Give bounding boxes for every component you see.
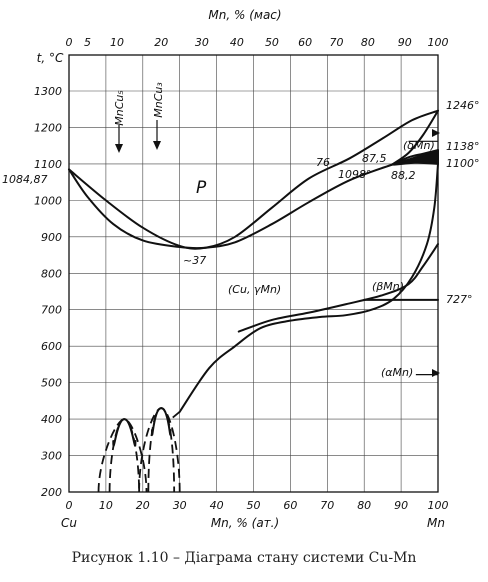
top-tick-label: 20 — [154, 36, 168, 49]
beta-mn-label: (βMn) — [372, 280, 404, 293]
top-tick-label: 5 — [84, 36, 91, 49]
delta-transition-label: 1138° — [446, 140, 480, 153]
bottom-axis-left-label: Cu — [61, 516, 77, 530]
alpha-mn-label: (αMn) — [381, 366, 413, 379]
top-axis-title: Mn, % (мас) — [208, 8, 281, 22]
bottom-tick-label: 40 — [210, 499, 224, 512]
delta-mn-label: (δMn) — [403, 139, 435, 152]
y-tick-label: 1100 — [34, 158, 62, 171]
mncu5-arrowhead-icon — [115, 144, 123, 153]
y-tick-label: 300 — [41, 450, 62, 463]
top-tick-label: 70 — [330, 36, 344, 49]
y-tick-label: 800 — [41, 267, 62, 280]
mncu3-dome-dashed-inner — [147, 407, 176, 493]
peritectic-temp-label: 1098° — [338, 168, 372, 181]
mncu3-arrowhead-icon — [153, 141, 161, 150]
gamma-dashed-tail — [168, 411, 181, 422]
alpha-arrowhead-icon — [432, 369, 440, 377]
eutectoid-727-label: 727° — [446, 293, 473, 306]
bottom-tick-label: 0 — [66, 499, 73, 512]
bottom-tick-label: 50 — [247, 499, 261, 512]
top-tick-label: 40 — [230, 36, 244, 49]
top-tick-label: 0 — [66, 36, 73, 49]
y-tick-label: 200 — [41, 486, 62, 499]
plot-frame — [68, 54, 439, 493]
bottom-tick-label: 70 — [320, 499, 334, 512]
y-tick-label: 1000 — [34, 194, 62, 207]
bottom-tick-label: 80 — [357, 499, 371, 512]
peritectic-band — [390, 149, 439, 166]
bottom-axis-title: Mn, % (ат.) — [211, 516, 279, 530]
mn-melting-label: 1246° — [446, 99, 480, 112]
top-tick-label: 50 — [265, 36, 279, 49]
mncu5-dome-dashed-inner — [108, 418, 141, 493]
y-axis-title: t, °C — [37, 51, 64, 65]
bottom-tick-label: 20 — [136, 499, 150, 512]
top-tick-label: 80 — [361, 36, 375, 49]
peritectic-882-label: 88,2 — [391, 169, 416, 182]
top-tick-label: 100 — [428, 36, 449, 49]
bottom-tick-label: 90 — [394, 499, 408, 512]
gamma-lower-boundary — [178, 162, 439, 413]
y-tick-label: 400 — [41, 413, 62, 426]
y-tick-label: 1300 — [34, 85, 62, 98]
y-axis-ticks: 200 300 400 500 600 700 800 900 1000 1100 1200 1300 — [34, 85, 62, 499]
bottom-axis-right-label: Mn — [427, 516, 445, 530]
delta-arrowhead-icon — [432, 129, 440, 137]
top-axis-ticks: 0 5 10 20 30 40 50 60 70 80 90 100 — [66, 36, 449, 49]
phase-p-label: P — [196, 178, 207, 198]
top-tick-label: 10 — [110, 36, 124, 49]
top-tick-label: 30 — [195, 36, 209, 49]
bottom-tick-label: 10 — [99, 499, 113, 512]
y-tick-label: 1200 — [34, 121, 62, 134]
y-tick-label: 700 — [41, 304, 62, 317]
phase-curves — [68, 109, 439, 493]
minimum-label: ~37 — [183, 254, 206, 267]
y-tick-label: 900 — [41, 231, 62, 244]
mncu3-label: MnCu₃ — [152, 82, 165, 118]
delta-boundary-left — [390, 109, 439, 166]
figure-caption: Рисунок 1.10 – Діаграма стану системи Cu… — [71, 550, 417, 566]
mncu5-dome-dashed-outer — [97, 418, 148, 493]
gamma-delta-label: 1100° — [446, 157, 480, 170]
y-tick-label: 600 — [41, 340, 62, 353]
cu-gamma-mn-label: (Cu, γMn) — [228, 283, 281, 296]
cu-melting-label: 1084,87 — [2, 173, 48, 186]
solidus-line — [68, 163, 393, 250]
bottom-tick-label: 60 — [283, 499, 297, 512]
peritectic-875-label: 87,5 — [362, 152, 387, 165]
mncu5-label: MnCu₅ — [113, 90, 126, 126]
top-tick-label: 60 — [298, 36, 312, 49]
peritectic-76-label: 76 — [316, 156, 330, 169]
bottom-axis-ticks: 0 10 20 30 40 50 60 70 80 90 100 — [66, 499, 449, 512]
bottom-tick-label: 30 — [173, 499, 187, 512]
bottom-tick-label: 100 — [428, 499, 449, 512]
y-tick-label: 500 — [41, 377, 62, 390]
liquidus-line — [68, 109, 439, 250]
top-tick-label: 90 — [398, 36, 412, 49]
